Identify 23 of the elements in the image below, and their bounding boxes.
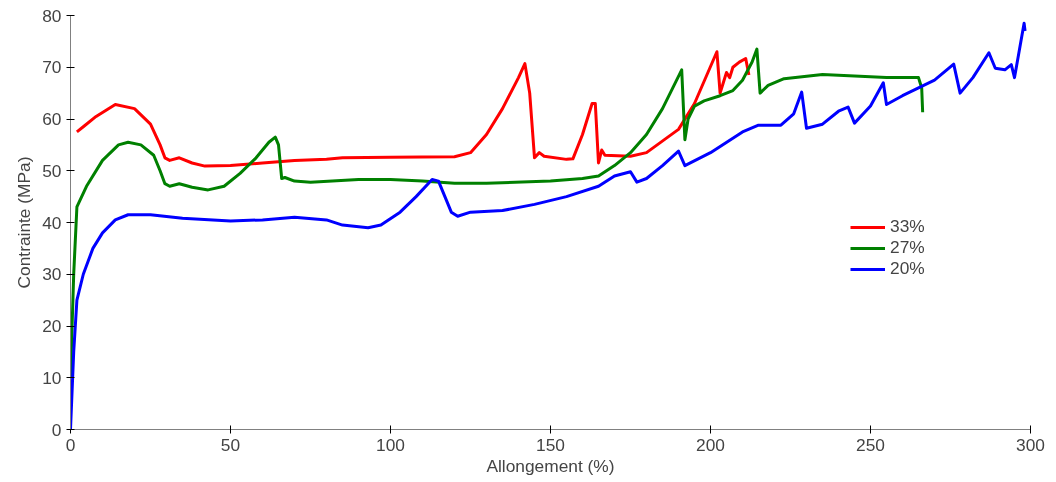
- x-axis-title: Allongement (%): [486, 455, 615, 476]
- x-tick-label: 250: [856, 434, 885, 455]
- y-tick-label: 20: [42, 316, 62, 336]
- y-tick-label: 60: [42, 109, 62, 129]
- y-tick-label: 10: [42, 367, 62, 388]
- line-series: [75, 50, 751, 168]
- y-tick-label: 30: [42, 264, 62, 285]
- y-axis-title: Contrainte (MPa): [14, 156, 35, 289]
- x-tick-label: 50: [220, 434, 241, 455]
- line-series: [70, 21, 1027, 430]
- x-tick-label: 200: [696, 434, 725, 455]
- x-tick-label: 100: [376, 434, 405, 455]
- y-tick-label: 50: [42, 160, 62, 181]
- x-tick-label: 300: [1016, 434, 1045, 455]
- x-tick-label: 150: [536, 434, 565, 455]
- y-tick-label: 70: [42, 57, 62, 78]
- y-tick-label: 0: [51, 419, 62, 440]
- legend-label: 33%: [890, 216, 925, 237]
- legend-label: 20%: [890, 258, 925, 279]
- x-tick-label: 0: [65, 434, 76, 455]
- y-tick-label: 40: [42, 212, 62, 233]
- legend-label: 27%: [890, 237, 925, 258]
- y-tick-label: 80: [42, 5, 62, 26]
